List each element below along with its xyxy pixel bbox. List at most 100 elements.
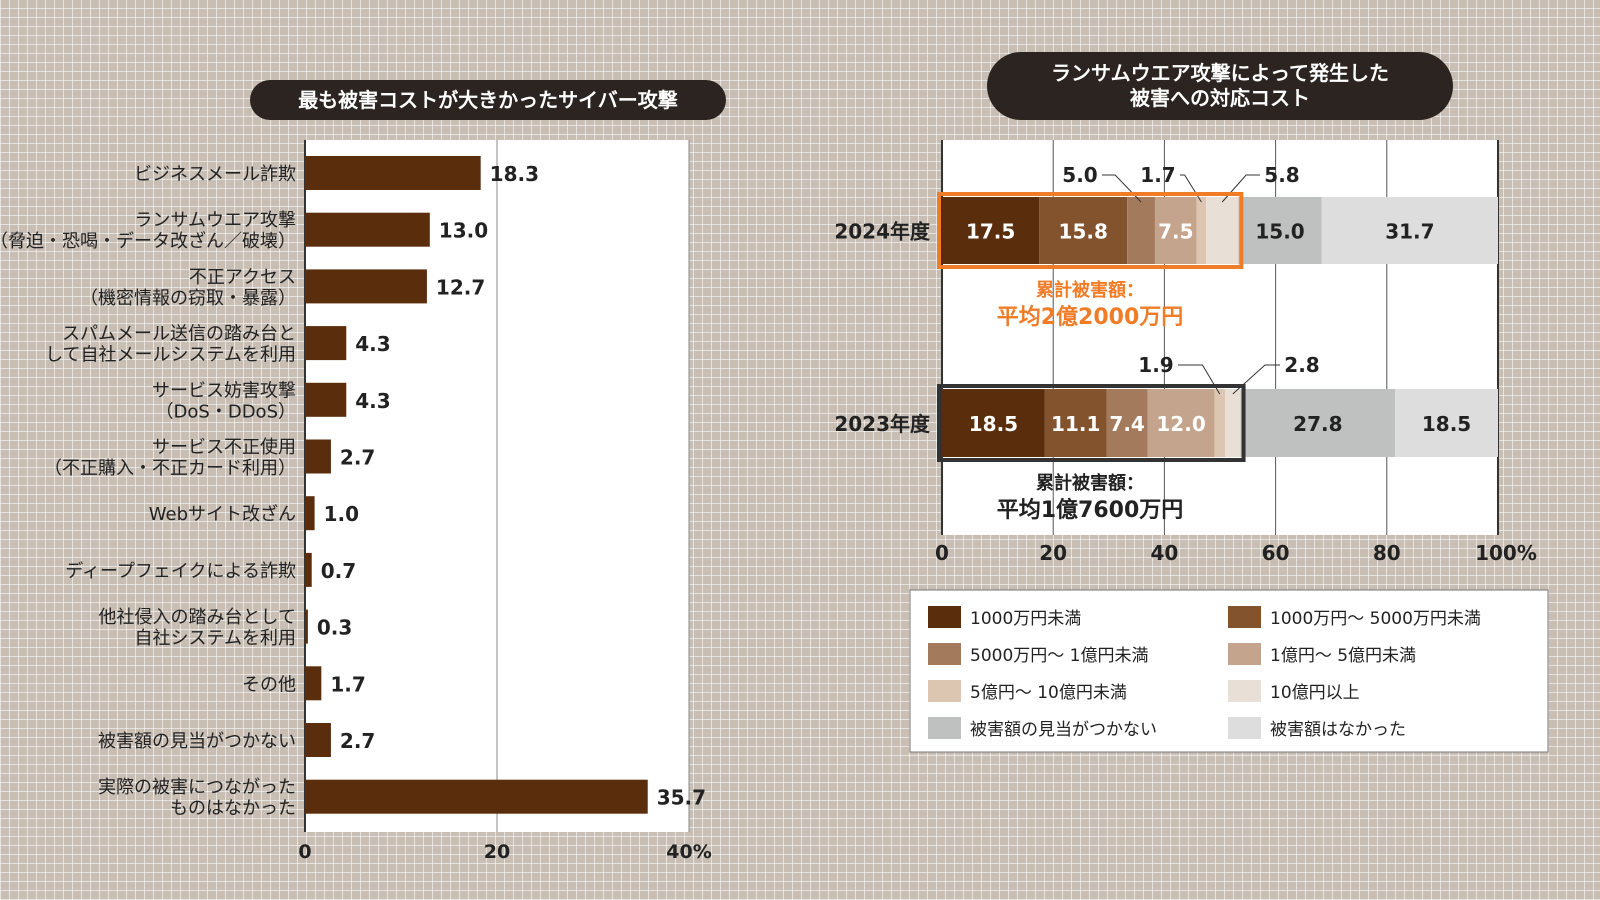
left-category-label: ランサムウエア攻撃 xyxy=(134,210,296,231)
left-bar xyxy=(305,212,430,247)
left-category-label: 不正アクセス xyxy=(189,267,296,288)
left-bar xyxy=(305,326,347,361)
left-bar-value-label: 2.7 xyxy=(340,729,375,753)
left-bar xyxy=(305,269,427,304)
left-category-label: （DoS・DDoS） xyxy=(156,401,296,422)
left-category-label: 他社侵入の踏み台として xyxy=(99,607,296,628)
right-segment-value-label: 15.0 xyxy=(1255,220,1304,244)
right-category-label: 2024年度 xyxy=(834,220,931,244)
left-x-tick-label: 20 xyxy=(484,841,510,863)
right-x-tick-label: 0 xyxy=(935,541,949,565)
left-category-label: Webサイト改ざん xyxy=(149,503,296,525)
right-segment-callout-label: 1.7 xyxy=(1140,163,1175,187)
legend-label: 1000万円未満 xyxy=(970,609,1081,629)
legend-swatch xyxy=(928,717,961,739)
right-segment-value-label: 17.5 xyxy=(966,220,1015,244)
right-stacked-segment xyxy=(1154,197,1197,264)
left-bar-value-label: 35.7 xyxy=(657,786,706,810)
legend-label: 1000万円～ 5000万円未満 xyxy=(1270,609,1481,629)
right-stacked-segment xyxy=(1225,389,1241,457)
right-stacked-segment xyxy=(1196,197,1207,264)
right-segment-callout-label: 5.8 xyxy=(1264,163,1299,187)
left-bar-value-label: 12.7 xyxy=(436,275,485,299)
left-x-tick-label: 0 xyxy=(298,841,311,863)
left-bar-value-label: 2.7 xyxy=(340,446,375,470)
left-category-label: （不正購入・不正カード利用） xyxy=(44,458,296,479)
legend-label: 5億円～ 10億円未満 xyxy=(970,683,1127,703)
right-stacked-segment xyxy=(942,197,1040,264)
legend-swatch xyxy=(1228,606,1261,628)
legend-label: 5000万円～ 1億円未満 xyxy=(970,646,1148,666)
right-segment-value-label: 15.8 xyxy=(1059,220,1108,244)
right-segment-value-label: 11.1 xyxy=(1051,412,1100,436)
left-category-label: （脅迫・恐喝・データ改ざん／破壊） xyxy=(0,230,296,252)
left-bar-value-label: 0.3 xyxy=(317,616,352,640)
left-category-label: して自社メールシステムを利用 xyxy=(45,345,296,366)
cumulative-damage-label: 累計被害額： xyxy=(1036,472,1144,494)
legend-swatch xyxy=(928,606,961,628)
left-bar-value-label: 13.0 xyxy=(439,219,488,243)
right-x-tick-label: 20 xyxy=(1039,541,1067,565)
left-x-tick-label: 40% xyxy=(666,841,711,863)
cumulative-damage-label: 累計被害額： xyxy=(1036,279,1144,301)
right-segment-value-label: 7.4 xyxy=(1109,412,1144,436)
left-bar-value-label: 4.3 xyxy=(355,332,390,356)
right-x-tick-label: 60 xyxy=(1262,541,1290,565)
right-x-tick-label: 100% xyxy=(1475,541,1537,565)
left-bar xyxy=(305,382,347,417)
left-category-label: 自社システムを利用 xyxy=(135,628,296,649)
right-stacked-segment xyxy=(1321,197,1498,264)
left-bar-value-label: 0.7 xyxy=(321,559,356,583)
right-segment-value-label: 18.5 xyxy=(969,412,1018,436)
left-bar xyxy=(305,609,308,644)
left-bar-value-label: 4.3 xyxy=(355,389,390,413)
highlight-frame xyxy=(937,384,1246,462)
right-stacked-segment xyxy=(1044,389,1107,457)
left-category-label: サービス妨害攻撃 xyxy=(152,380,296,401)
legend-label: 被害額の見当がつかない xyxy=(970,720,1157,740)
left-category-label: ものはなかった xyxy=(170,798,296,819)
right-segment-callout-label: 1.9 xyxy=(1138,353,1173,377)
right-segment-value-label: 27.8 xyxy=(1293,412,1342,436)
right-stacked-segment xyxy=(1214,389,1226,457)
left-category-label: 被害額の見当がつかない xyxy=(98,731,296,752)
right-chart-title: ランサムウエア攻撃によって発生した 被害への対応コスト xyxy=(987,52,1453,120)
right-stacked-segment xyxy=(1240,389,1396,457)
left-bar xyxy=(305,552,312,587)
left-category-label: サービス不正使用 xyxy=(152,437,296,458)
left-bar xyxy=(305,779,648,814)
right-segment-value-label: 18.5 xyxy=(1422,412,1471,436)
right-stacked-segment xyxy=(1238,197,1322,264)
right-stacked-segment xyxy=(1106,389,1148,457)
right-segment-value-label: 12.0 xyxy=(1156,412,1205,436)
right-stacked-segment xyxy=(942,389,1045,457)
left-category-label: その他 xyxy=(242,674,296,695)
left-category-label: 実際の被害につながった xyxy=(98,777,296,798)
legend-label: 被害額はなかった xyxy=(1270,720,1406,740)
legend-swatch xyxy=(928,643,961,665)
highlight-frame xyxy=(937,192,1244,269)
legend-swatch xyxy=(1228,717,1261,739)
right-segment-callout-label: 5.0 xyxy=(1062,163,1097,187)
left-category-label: スパムメール送信の踏み台と xyxy=(62,324,296,345)
cumulative-damage-value: 平均1億7600万円 xyxy=(997,497,1184,523)
left-bar-value-label: 1.7 xyxy=(330,672,365,696)
right-stacked-segment xyxy=(1395,389,1498,457)
left-category-label: ビジネスメール詐欺 xyxy=(134,164,296,185)
legend-label: 1億円～ 5億円未満 xyxy=(1270,646,1416,666)
right-segment-value-label: 31.7 xyxy=(1385,220,1434,244)
right-x-tick-label: 80 xyxy=(1373,541,1401,565)
legend-swatch xyxy=(1228,643,1261,665)
left-category-label: ディープフェイクによる詐欺 xyxy=(65,561,296,582)
right-stacked-segment xyxy=(1039,197,1128,264)
left-bar xyxy=(305,723,331,757)
cumulative-damage-value: 平均2億2000万円 xyxy=(997,304,1184,330)
left-chart-title: 最も被害コストが大きかったサイバー攻撃 xyxy=(250,80,726,120)
right-segment-callout-label: 2.8 xyxy=(1284,353,1319,377)
left-bar xyxy=(305,496,315,531)
legend-swatch xyxy=(928,680,961,702)
right-x-tick-label: 40 xyxy=(1150,541,1178,565)
legend-label: 10億円以上 xyxy=(1270,683,1360,703)
right-stacked-segment xyxy=(1127,197,1155,264)
